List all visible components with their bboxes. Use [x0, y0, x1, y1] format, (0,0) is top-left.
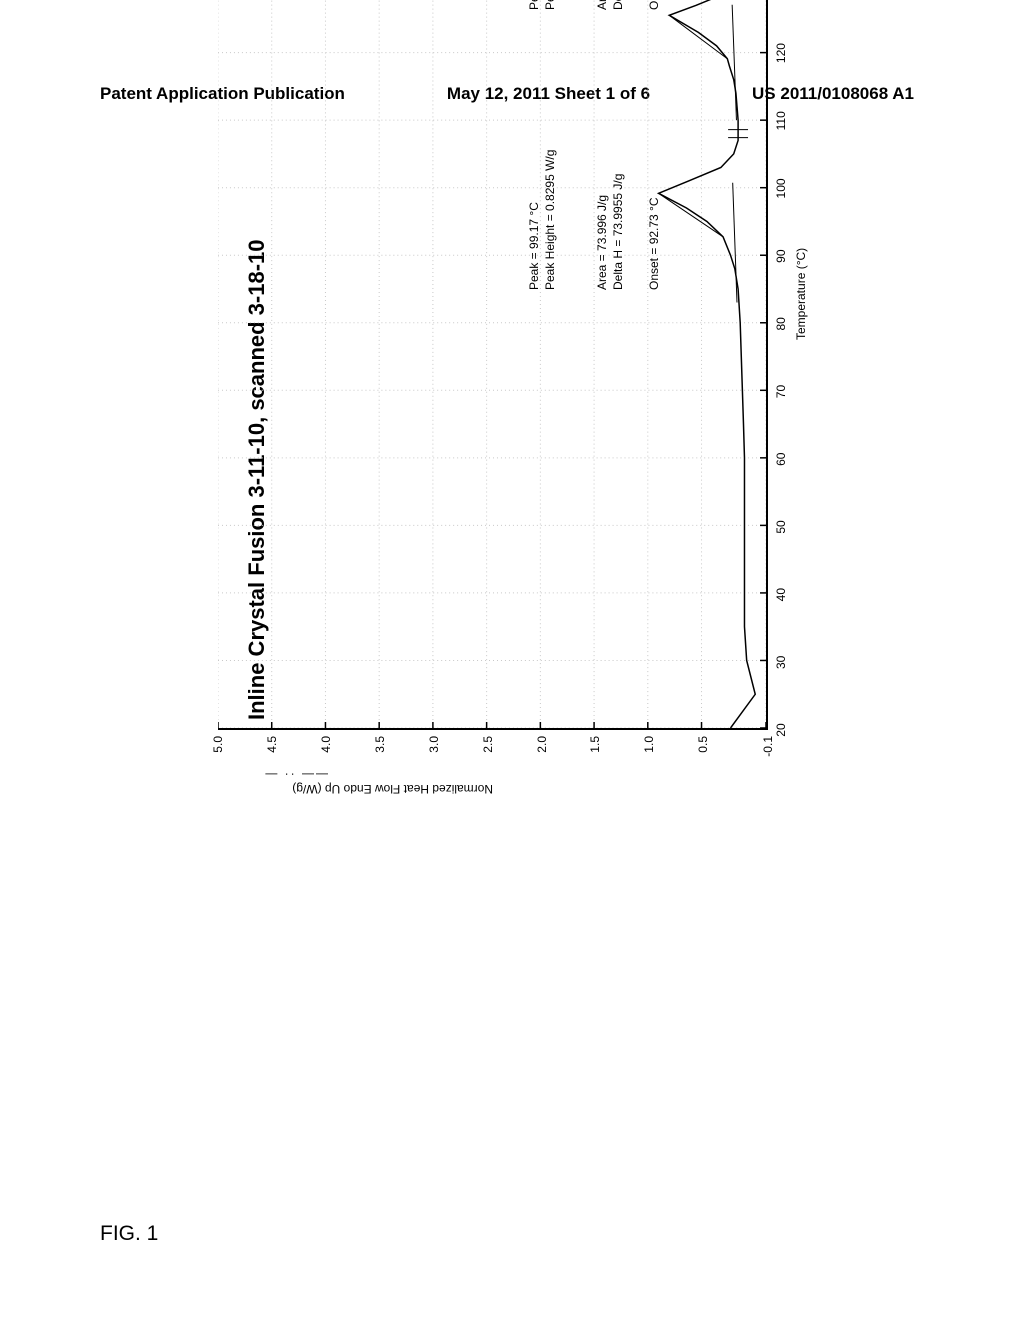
x-tick-label: 60 — [774, 444, 788, 474]
y-tick-label: 3.5 — [373, 736, 387, 796]
peak1-line1: Peak = 99.17 °C — [526, 150, 542, 290]
y-tick-label: 1.0 — [642, 736, 656, 796]
plot-area — [218, 0, 768, 730]
onset1-annotation: Onset = 92.73 °C — [646, 197, 662, 290]
area2-line1: Area = 59.666 J/g — [594, 0, 610, 10]
peak2-line1: Peak = 125.52 °C — [526, 0, 542, 10]
y-tick-label: 2.5 — [481, 736, 495, 796]
area1-annotation: Area = 73.996 J/g Delta H = 73.9955 J/g — [594, 174, 626, 290]
y-tick-label: 0.5 — [696, 736, 710, 796]
x-tick-label: 30 — [774, 647, 788, 677]
peak2-line2: Peak Height = 0.7284 W/g — [542, 0, 558, 10]
y-tick-label: 3.0 — [427, 736, 441, 796]
chart-container: Inline Crystal Fusion 3-11-10, scanned 3… — [188, 140, 848, 1150]
x-axis-label: Temperature (°C) — [794, 248, 808, 340]
peak1-annotation: Peak = 99.17 °C Peak Height = 0.8295 W/g — [526, 150, 558, 290]
area1-line2: Delta H = 73.9955 J/g — [610, 174, 626, 290]
figure-label: FIG. 1 — [100, 1222, 158, 1246]
plot-svg — [218, 0, 766, 728]
y-tick-label: 5.0 — [211, 736, 225, 796]
y-tick-label: 1.5 — [588, 736, 602, 796]
x-tick-label: 70 — [774, 377, 788, 407]
chart-rotated: Inline Crystal Fusion 3-11-10, scanned 3… — [188, 0, 848, 800]
x-tick-label: 50 — [774, 512, 788, 542]
x-tick-label: 80 — [774, 309, 788, 339]
y-tick-label: 2.0 — [535, 736, 549, 796]
area2-annotation: Area = 59.666 J/g Delta H = 59.6656 J/g — [594, 0, 626, 10]
onset2-annotation: Onset = 119.09 °C — [646, 0, 662, 10]
x-tick-label: 90 — [774, 241, 788, 271]
x-tick-label: 20 — [774, 715, 788, 745]
x-tick-label: 100 — [774, 173, 788, 203]
peak1-line2: Peak Height = 0.8295 W/g — [542, 150, 558, 290]
x-tick-label: 120 — [774, 38, 788, 68]
y-tick-label: 4.5 — [265, 736, 279, 796]
peak2-annotation: Peak = 125.52 °C Peak Height = 0.7284 W/… — [526, 0, 558, 10]
area2-line2: Delta H = 59.6656 J/g — [610, 0, 626, 10]
y-tick-label: 4.0 — [319, 736, 333, 796]
x-tick-label: 40 — [774, 580, 788, 610]
x-tick-label: 110 — [774, 106, 788, 136]
area1-line1: Area = 73.996 J/g — [594, 174, 610, 290]
y-tick-label: -0.1 — [761, 736, 775, 796]
